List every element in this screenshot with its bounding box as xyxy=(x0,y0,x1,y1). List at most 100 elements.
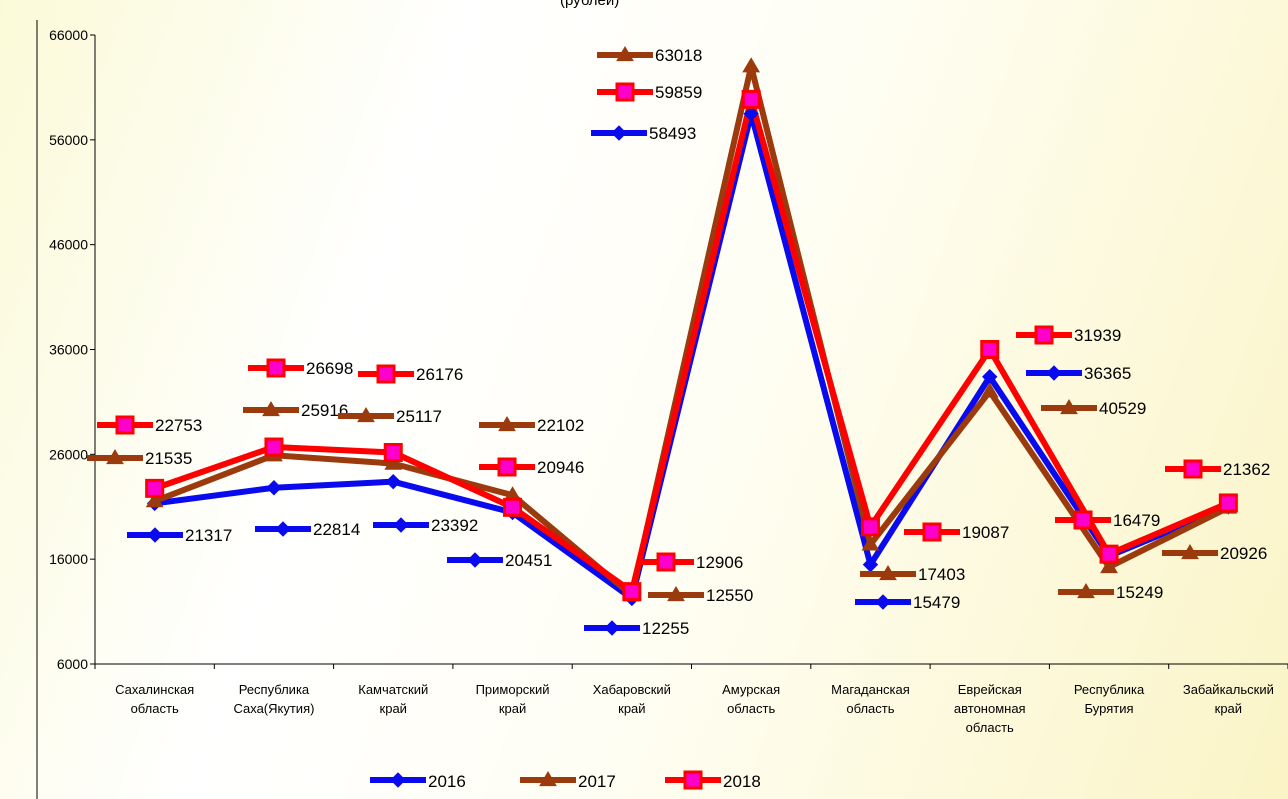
x-category-label: Сахалинская область xyxy=(115,682,194,716)
series-markers xyxy=(145,57,1238,607)
data-label-swatch-marker xyxy=(616,46,634,62)
x-category-label: Еврейская автономная область xyxy=(954,682,1026,735)
data-label-2016: 20451 xyxy=(447,551,552,570)
data-label-2017: 25117 xyxy=(338,407,442,426)
data-point-2016 xyxy=(266,480,282,496)
data-point-2018 xyxy=(741,89,761,109)
data-label-swatch-marker xyxy=(106,449,124,465)
data-label-swatch-marker xyxy=(604,620,620,636)
legend-label-2018: 2018 xyxy=(723,772,761,791)
x-category-label-line: Еврейская xyxy=(958,682,1022,697)
data-label-2017: 22102 xyxy=(479,416,584,435)
data-label-value: 31939 xyxy=(1074,326,1121,345)
data-label-swatch-marker xyxy=(1181,544,1199,560)
x-category-label-line: Бурятия xyxy=(1085,701,1134,716)
data-label-2018: 22753 xyxy=(97,415,202,435)
y-tick-label: 56000 xyxy=(49,132,88,148)
data-label-value: 22753 xyxy=(155,416,202,435)
data-label-swatch-marker xyxy=(266,358,286,378)
y-tick-label: 66000 xyxy=(49,27,88,43)
data-label-2018: 12906 xyxy=(638,552,743,572)
x-category-label-line: Хабаровский xyxy=(593,682,671,697)
data-label-2018: 31939 xyxy=(1016,325,1121,345)
data-label-swatch-marker xyxy=(1034,325,1054,345)
x-category-label-line: край xyxy=(618,701,645,716)
x-category-label: Приморский край xyxy=(476,682,550,716)
y-tick-label: 6000 xyxy=(57,656,88,672)
data-label-2018: 59859 xyxy=(597,82,702,102)
x-category-label-line: край xyxy=(499,701,526,716)
data-label-2018: 19087 xyxy=(904,522,1009,542)
x-category-label-line: край xyxy=(380,701,407,716)
data-point-2017 xyxy=(861,535,880,551)
data-label-swatch-marker xyxy=(498,416,516,432)
data-point-2018 xyxy=(622,582,642,602)
data-label-value: 19087 xyxy=(962,523,1009,542)
data-label-swatch-marker xyxy=(147,527,163,543)
y-tick-label: 46000 xyxy=(49,237,88,253)
data-label-value: 26176 xyxy=(416,365,463,384)
data-label-swatch-marker xyxy=(667,586,685,602)
data-label-swatch-marker xyxy=(357,407,375,423)
data-label-2017: 63018 xyxy=(597,46,702,65)
data-label-value: 12550 xyxy=(706,586,753,605)
x-category-label: Амурская область xyxy=(722,682,780,716)
data-label-value: 17403 xyxy=(918,565,965,584)
data-label-value: 12255 xyxy=(642,619,689,638)
data-label-2017: 21535 xyxy=(87,449,192,468)
x-category-label: Магаданская область xyxy=(831,682,910,716)
data-point-2018 xyxy=(860,517,880,537)
data-label-2018: 26698 xyxy=(248,358,353,378)
data-point-2018 xyxy=(264,437,284,457)
data-label-value: 40529 xyxy=(1099,399,1146,418)
data-label-swatch-marker xyxy=(275,521,291,537)
data-point-2018 xyxy=(1218,493,1238,513)
series-line-2018 xyxy=(153,96,1230,595)
data-label-2017: 40529 xyxy=(1041,399,1146,418)
data-label-swatch-marker xyxy=(115,415,135,435)
data-label-value: 20926 xyxy=(1220,544,1267,563)
legend-swatch-marker-2018 xyxy=(683,770,703,790)
data-point-2018 xyxy=(383,442,403,462)
data-label-swatch-marker xyxy=(1077,583,1095,599)
x-category-label-line: область xyxy=(966,720,1014,735)
x-category-label: Республика Бурятия xyxy=(1074,682,1145,716)
data-point-2017 xyxy=(980,382,999,398)
data-point-2018 xyxy=(503,497,523,517)
x-category-label: Забайкальский край xyxy=(1183,682,1274,716)
series-line-2017 xyxy=(153,63,1230,599)
data-point-2018 xyxy=(1099,544,1119,564)
x-category-label-line: Приморский xyxy=(476,682,550,697)
data-label-2016: 12255 xyxy=(584,619,689,638)
legend-swatch-marker-2017 xyxy=(539,771,557,787)
y-tick-label: 26000 xyxy=(49,446,88,462)
data-point-2016 xyxy=(743,105,759,122)
legend-label-2016: 2016 xyxy=(428,772,466,791)
x-category-label-line: область xyxy=(131,701,179,716)
data-label-2016: 23392 xyxy=(373,516,478,535)
data-point-2018 xyxy=(980,340,1000,359)
legend-swatch-marker-2016 xyxy=(390,772,406,788)
data-point-2016 xyxy=(385,473,401,490)
data-label-swatch-marker xyxy=(879,565,897,581)
data-label-swatch-marker xyxy=(656,552,676,572)
data-label-value: 15479 xyxy=(913,593,960,612)
data-point-2017 xyxy=(1100,558,1118,574)
x-category-label-line: Сахалинская xyxy=(115,682,194,697)
data-label-swatch-marker xyxy=(611,125,627,141)
data-label-value: 15249 xyxy=(1116,583,1163,602)
data-label-2016: 15479 xyxy=(855,593,960,612)
data-label-2016: 22814 xyxy=(255,520,360,539)
data-point-2018 xyxy=(145,478,165,498)
x-category-label-line: Камчатский xyxy=(358,682,428,697)
x-category-label-line: край xyxy=(1215,701,1242,716)
data-label-value: 36365 xyxy=(1084,364,1131,383)
x-category-label-line: Саха(Якутия) xyxy=(233,701,314,716)
data-label-value: 22102 xyxy=(537,416,584,435)
data-label-2017: 20926 xyxy=(1162,544,1267,563)
data-label-swatch-marker xyxy=(922,522,942,542)
data-label-2018: 21362 xyxy=(1165,459,1270,479)
data-label-2018: 20946 xyxy=(479,457,584,477)
data-label-2018: 26176 xyxy=(358,364,463,384)
